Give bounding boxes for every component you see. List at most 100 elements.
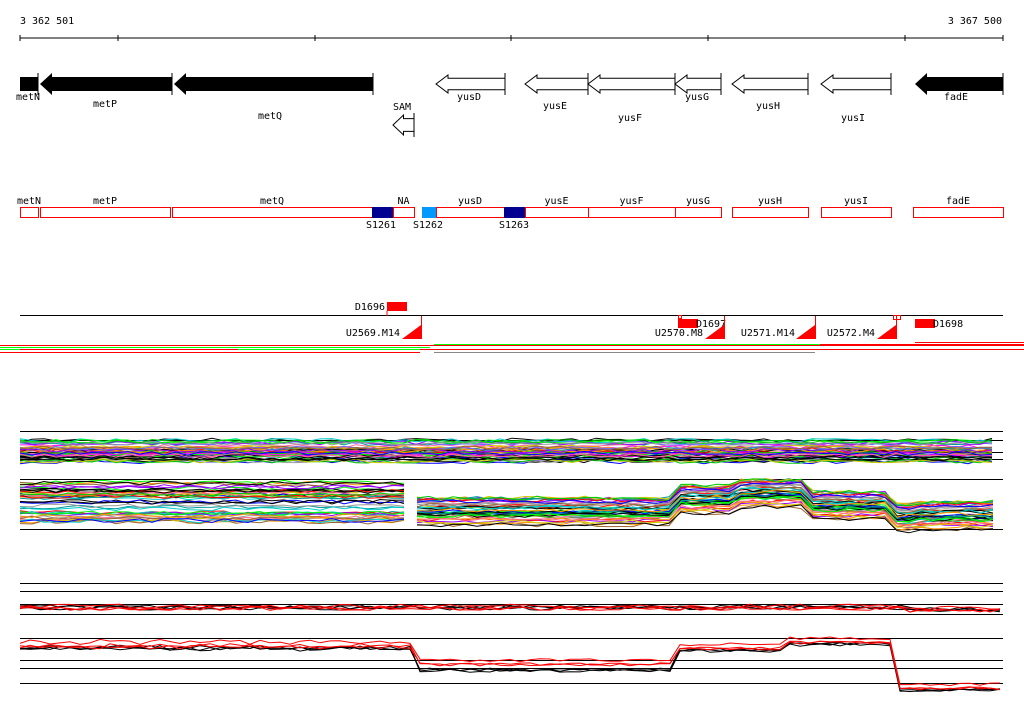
- gene-arrow: [674, 74, 722, 94]
- site-label: S1262: [413, 220, 443, 231]
- profile-line-lower: [416, 487, 994, 515]
- site-label: S1261: [366, 220, 396, 231]
- gene-label: yusH: [756, 101, 780, 112]
- segment-label: metN: [17, 196, 41, 207]
- gene-yusH: yusH: [731, 73, 809, 112]
- segment-box: [436, 207, 505, 218]
- profile-line-lower: [416, 478, 994, 507]
- gene-arrow: [435, 74, 506, 94]
- gene-arrow: [392, 113, 415, 137]
- gene-SAM: SAM: [392, 102, 415, 137]
- segment-label: yusE: [544, 196, 568, 207]
- profile-line-lower: [19, 481, 405, 487]
- upshift-triangle: [877, 325, 896, 339]
- profile-line-lower: [19, 480, 405, 486]
- gene-arrow: [20, 77, 38, 91]
- downshift-marker: [387, 302, 407, 311]
- profile-line-lower: [416, 481, 994, 510]
- site-box: [422, 207, 436, 218]
- gene-arrow: [524, 74, 589, 94]
- upshift-label: U2572.M4: [827, 328, 875, 339]
- profile-line-lower: [416, 489, 994, 518]
- gene-yusI: yusI: [820, 73, 892, 124]
- site-box: [504, 207, 525, 218]
- profile-line-upper: [19, 459, 993, 465]
- gene-label: yusI: [841, 113, 865, 124]
- gene-track: metN metP metQ SAM yusD yusE yusF yusG yusH yusI f…: [16, 73, 1004, 137]
- upshift-triangle: [705, 325, 724, 339]
- segment-track: metN metP metQ NA yusD yusE yusF yusG yusH yusI fa…: [17, 196, 1004, 231]
- profile-line-upper: [19, 438, 993, 444]
- site-label: S1263: [499, 220, 529, 231]
- downshift-label: D1697: [696, 319, 726, 330]
- gene-label: yusG: [685, 92, 709, 103]
- profile-line-upper: [19, 456, 993, 462]
- profile-line-upper: [19, 458, 993, 464]
- ruler: 3 362 501 3 367 500: [19, 16, 1004, 41]
- profile-line-lower: [19, 491, 405, 497]
- profile-line-lower: [416, 495, 994, 523]
- segment-box: [675, 207, 722, 218]
- downshift-label: D1698: [933, 319, 963, 330]
- profile-line-lower: [416, 493, 994, 522]
- gene-arrow: [587, 74, 676, 94]
- gene-metQ: metQ: [174, 73, 374, 122]
- upshift-label: U2569.M14: [346, 328, 400, 339]
- segment-label: metP: [93, 196, 117, 207]
- gene-yusG: yusG: [674, 73, 722, 103]
- profile-line-upper: [19, 444, 993, 450]
- gene-label: yusD: [457, 92, 481, 103]
- gene-arrow: [731, 74, 809, 94]
- summary-line-lower: [19, 640, 1001, 690]
- summary-line-lower: [19, 642, 1001, 693]
- gene-arrow: [174, 73, 373, 95]
- segment-label: yusH: [758, 196, 782, 207]
- segment-label: yusF: [619, 196, 643, 207]
- profile-line-upper: [19, 450, 993, 456]
- profile-line-lower: [19, 503, 405, 509]
- upshift-label: U2571.M14: [741, 328, 795, 339]
- segment-box: [393, 207, 415, 218]
- profile-line-lower: [416, 498, 994, 527]
- upshift-triangle: [796, 325, 815, 339]
- gene-metN: metN: [16, 73, 40, 103]
- downshift-marker: [915, 319, 935, 328]
- segment-box: [525, 207, 589, 218]
- profile-line-upper: [19, 438, 993, 444]
- segment-box: [40, 207, 171, 218]
- gene-label: metP: [93, 99, 117, 110]
- gene-arrow: [820, 74, 892, 94]
- profile-line-lower: [19, 506, 405, 512]
- profile-line-upper: [19, 448, 993, 454]
- profile-line-lower: [416, 497, 994, 526]
- segment-box: [588, 207, 676, 218]
- segment-box: [913, 207, 1004, 218]
- profile-line-lower: [416, 482, 994, 510]
- summary-line-lower: [19, 636, 1001, 687]
- profile-line-lower: [19, 515, 405, 521]
- gene-yusF: yusF: [587, 73, 676, 124]
- gene-label: yusE: [543, 101, 567, 112]
- gene-label: SAM: [393, 102, 411, 113]
- gene-label: metN: [16, 92, 40, 103]
- profile-line-upper: [19, 440, 993, 446]
- expression-profile-plots: [19, 431, 1003, 693]
- segment-label: NA: [397, 196, 409, 207]
- segment-label: yusI: [844, 196, 868, 207]
- gene-yusE: yusE: [524, 73, 589, 112]
- gene-arrow: [915, 73, 1003, 95]
- profile-line-lower: [416, 501, 994, 528]
- segment-label: yusD: [458, 196, 482, 207]
- summary-line-upper: [19, 605, 1001, 613]
- profile-line-lower: [19, 517, 405, 524]
- gene-label: fadE: [944, 92, 968, 103]
- upshift-label: U2570.M8: [655, 328, 703, 339]
- profile-line-lower: [19, 513, 405, 519]
- segment-label: yusG: [686, 196, 710, 207]
- profile-line-lower: [416, 478, 994, 506]
- site-box: [372, 207, 393, 218]
- profile-line-lower: [19, 494, 405, 500]
- summary-line-upper: [19, 603, 1000, 611]
- profile-line-upper: [19, 448, 993, 454]
